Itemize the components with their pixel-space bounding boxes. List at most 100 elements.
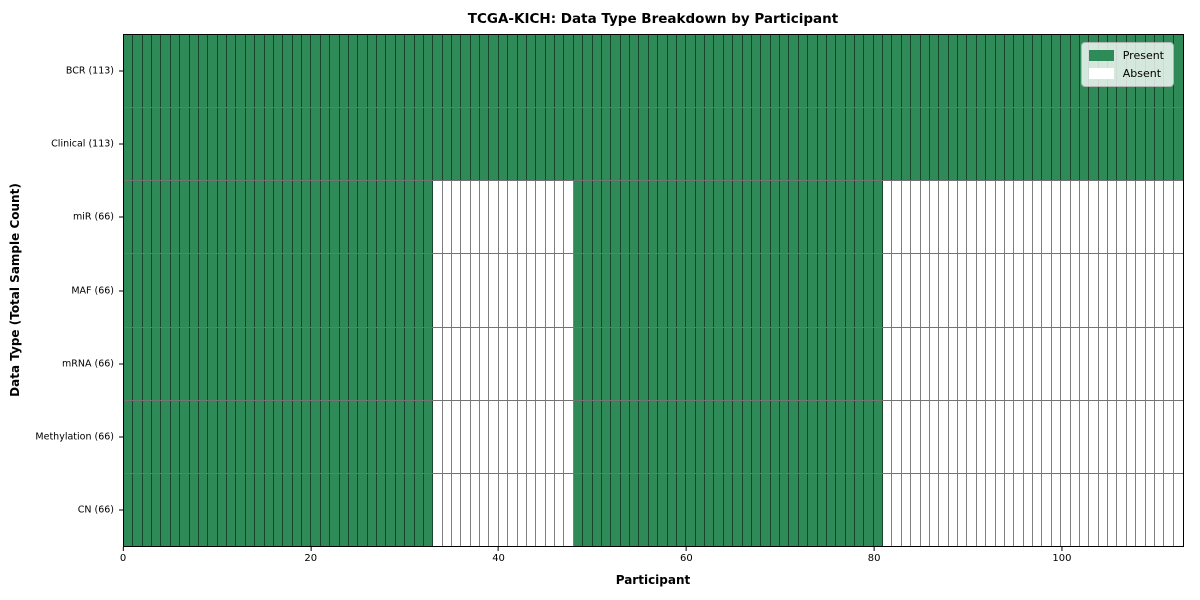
cell-present (198, 327, 209, 400)
cell-absent (1061, 327, 1071, 400)
cell-absent (1079, 181, 1090, 254)
cell-present (705, 108, 715, 181)
cell-present (742, 254, 752, 327)
cell-absent (498, 473, 509, 546)
cell-absent (1042, 400, 1052, 473)
cell-absent (986, 327, 996, 400)
cell-absent (958, 181, 968, 254)
cell-present (480, 35, 490, 108)
cell-absent (1070, 473, 1080, 546)
cell-present (302, 181, 312, 254)
cell-present (311, 254, 321, 327)
cell-present (564, 35, 574, 108)
cell-absent (517, 254, 527, 327)
cell-present (958, 35, 968, 108)
cell-present (161, 327, 171, 400)
cell-present (377, 473, 387, 546)
cell-absent (452, 254, 462, 327)
cell-present (770, 400, 781, 473)
cell-present (358, 181, 368, 254)
cell-absent (1164, 473, 1174, 546)
cell-present (751, 473, 762, 546)
cell-present (976, 108, 987, 181)
cell-absent (489, 327, 499, 400)
cell-present (367, 108, 378, 181)
cell-present (142, 181, 153, 254)
cell-present (198, 35, 209, 108)
cell-present (1061, 108, 1071, 181)
cell-present (358, 473, 368, 546)
cell-present (283, 327, 293, 400)
cell-present (742, 473, 752, 546)
cell-present (330, 35, 340, 108)
cell-present (601, 473, 612, 546)
cell-present (358, 327, 368, 400)
cell-present (208, 327, 218, 400)
cell-present (676, 400, 687, 473)
cell-present (770, 473, 781, 546)
cell-absent (1117, 254, 1127, 327)
cell-present (273, 108, 284, 181)
cell-present (283, 108, 293, 181)
cell-absent (892, 473, 902, 546)
cell-present (789, 181, 799, 254)
cell-present (770, 254, 781, 327)
cell-present (592, 400, 602, 473)
cell-present (330, 254, 340, 327)
cell-absent (1061, 400, 1071, 473)
cell-present (995, 108, 1005, 181)
cell-present (798, 327, 809, 400)
cell-absent (1079, 473, 1090, 546)
cell-present (555, 108, 565, 181)
cell-absent (461, 254, 471, 327)
cell-present (142, 35, 153, 108)
cell-present (124, 473, 134, 546)
cell-absent (986, 473, 996, 546)
cell-present (667, 181, 677, 254)
cell-absent (489, 473, 499, 546)
cell-present (817, 400, 827, 473)
cell-present (189, 181, 199, 254)
cell-absent (517, 473, 527, 546)
cell-present (836, 327, 846, 400)
cell-present (864, 473, 874, 546)
y-tick-mark (119, 509, 123, 511)
cell-present (245, 181, 256, 254)
cell-absent (536, 327, 546, 400)
cell-present (826, 473, 837, 546)
cell-present (283, 254, 293, 327)
cell-present (320, 35, 331, 108)
cell-absent (508, 473, 518, 546)
cell-absent (1089, 473, 1099, 546)
cell-absent (536, 473, 546, 546)
cell-present (836, 254, 846, 327)
cell-absent (939, 400, 949, 473)
cell-absent (1126, 254, 1137, 327)
cell-present (986, 35, 996, 108)
cell-absent (920, 181, 930, 254)
cell-absent (1061, 181, 1071, 254)
cell-present (161, 473, 171, 546)
cell-absent (1014, 400, 1024, 473)
cell-present (648, 181, 659, 254)
cell-absent (526, 400, 537, 473)
cell-present (845, 400, 855, 473)
cell-present (1033, 35, 1043, 108)
x-tick-mark (1061, 547, 1063, 551)
cell-present (189, 473, 199, 546)
cell-present (817, 108, 827, 181)
cell-present (667, 473, 677, 546)
y-tick: miR (66) (73, 212, 123, 223)
cell-present (414, 108, 424, 181)
cell-absent (995, 473, 1005, 546)
cell-absent (892, 181, 902, 254)
cell-present (395, 35, 406, 108)
cell-present (723, 400, 734, 473)
cell-present (255, 327, 265, 400)
cell-present (283, 473, 293, 546)
cell-present (273, 400, 284, 473)
y-tick-mark (119, 70, 123, 72)
cell-absent (1051, 181, 1062, 254)
cell-present (133, 181, 143, 254)
